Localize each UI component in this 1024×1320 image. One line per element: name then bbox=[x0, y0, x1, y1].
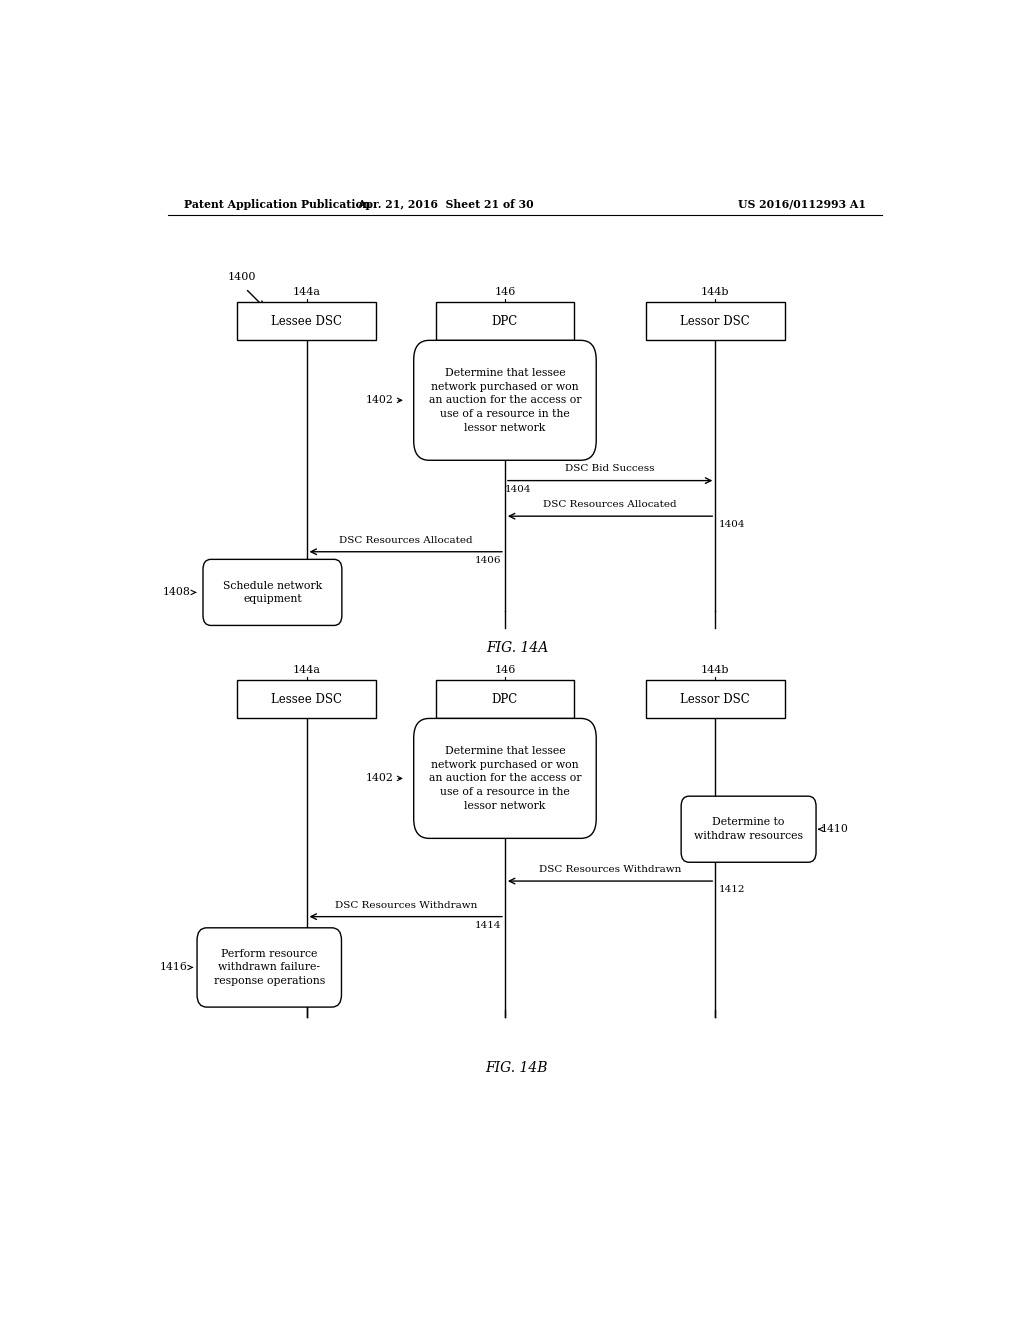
Text: 144b: 144b bbox=[701, 286, 729, 297]
Text: Lessee DSC: Lessee DSC bbox=[271, 693, 342, 706]
Text: 144a: 144a bbox=[293, 286, 321, 297]
Text: 1414: 1414 bbox=[474, 921, 501, 929]
Text: DSC Resources Allocated: DSC Resources Allocated bbox=[339, 536, 472, 545]
FancyBboxPatch shape bbox=[238, 680, 376, 718]
Text: 1402: 1402 bbox=[366, 774, 394, 783]
FancyBboxPatch shape bbox=[414, 718, 596, 838]
Text: 144b: 144b bbox=[701, 665, 729, 675]
Text: 1406: 1406 bbox=[474, 556, 501, 565]
Text: Determine to
withdraw resources: Determine to withdraw resources bbox=[694, 817, 803, 841]
Text: Lessor DSC: Lessor DSC bbox=[680, 693, 751, 706]
Text: Lessor DSC: Lessor DSC bbox=[680, 314, 751, 327]
Text: DSC Bid Success: DSC Bid Success bbox=[565, 465, 655, 474]
Text: 1410: 1410 bbox=[821, 824, 849, 834]
Text: DSC Resources Withdrawn: DSC Resources Withdrawn bbox=[335, 900, 477, 909]
Text: 1400: 1400 bbox=[227, 272, 256, 282]
Text: 144a: 144a bbox=[293, 665, 321, 675]
FancyBboxPatch shape bbox=[414, 341, 596, 461]
Text: Patent Application Publication: Patent Application Publication bbox=[183, 198, 370, 210]
Text: Lessee DSC: Lessee DSC bbox=[271, 314, 342, 327]
Text: DSC Resources Allocated: DSC Resources Allocated bbox=[544, 500, 677, 510]
Text: 1402: 1402 bbox=[366, 395, 394, 405]
FancyBboxPatch shape bbox=[681, 796, 816, 862]
Text: DPC: DPC bbox=[492, 693, 518, 706]
Text: FIG. 14A: FIG. 14A bbox=[485, 642, 548, 655]
FancyBboxPatch shape bbox=[435, 302, 574, 341]
Text: 1404: 1404 bbox=[719, 520, 745, 529]
FancyBboxPatch shape bbox=[238, 302, 376, 341]
Text: Determine that lessee
network purchased or won
an auction for the access or
use : Determine that lessee network purchased … bbox=[429, 368, 582, 433]
Text: DPC: DPC bbox=[492, 314, 518, 327]
Text: 146: 146 bbox=[495, 286, 516, 297]
Text: Schedule network
equipment: Schedule network equipment bbox=[223, 581, 323, 605]
Text: FIG. 14B: FIG. 14B bbox=[485, 1061, 548, 1074]
FancyBboxPatch shape bbox=[203, 560, 342, 626]
Text: 146: 146 bbox=[495, 665, 516, 675]
FancyBboxPatch shape bbox=[646, 302, 784, 341]
Text: 1412: 1412 bbox=[719, 886, 745, 894]
FancyBboxPatch shape bbox=[197, 928, 341, 1007]
FancyBboxPatch shape bbox=[435, 680, 574, 718]
Text: DSC Resources Withdrawn: DSC Resources Withdrawn bbox=[539, 865, 681, 874]
Text: 1404: 1404 bbox=[505, 484, 531, 494]
Text: US 2016/0112993 A1: US 2016/0112993 A1 bbox=[738, 198, 866, 210]
Text: 1416: 1416 bbox=[160, 962, 187, 973]
Text: Apr. 21, 2016  Sheet 21 of 30: Apr. 21, 2016 Sheet 21 of 30 bbox=[357, 198, 534, 210]
Text: 1408: 1408 bbox=[163, 587, 190, 598]
FancyBboxPatch shape bbox=[646, 680, 784, 718]
Text: Determine that lessee
network purchased or won
an auction for the access or
use : Determine that lessee network purchased … bbox=[429, 746, 582, 810]
Text: Perform resource
withdrawn failure-
response operations: Perform resource withdrawn failure- resp… bbox=[214, 949, 325, 986]
